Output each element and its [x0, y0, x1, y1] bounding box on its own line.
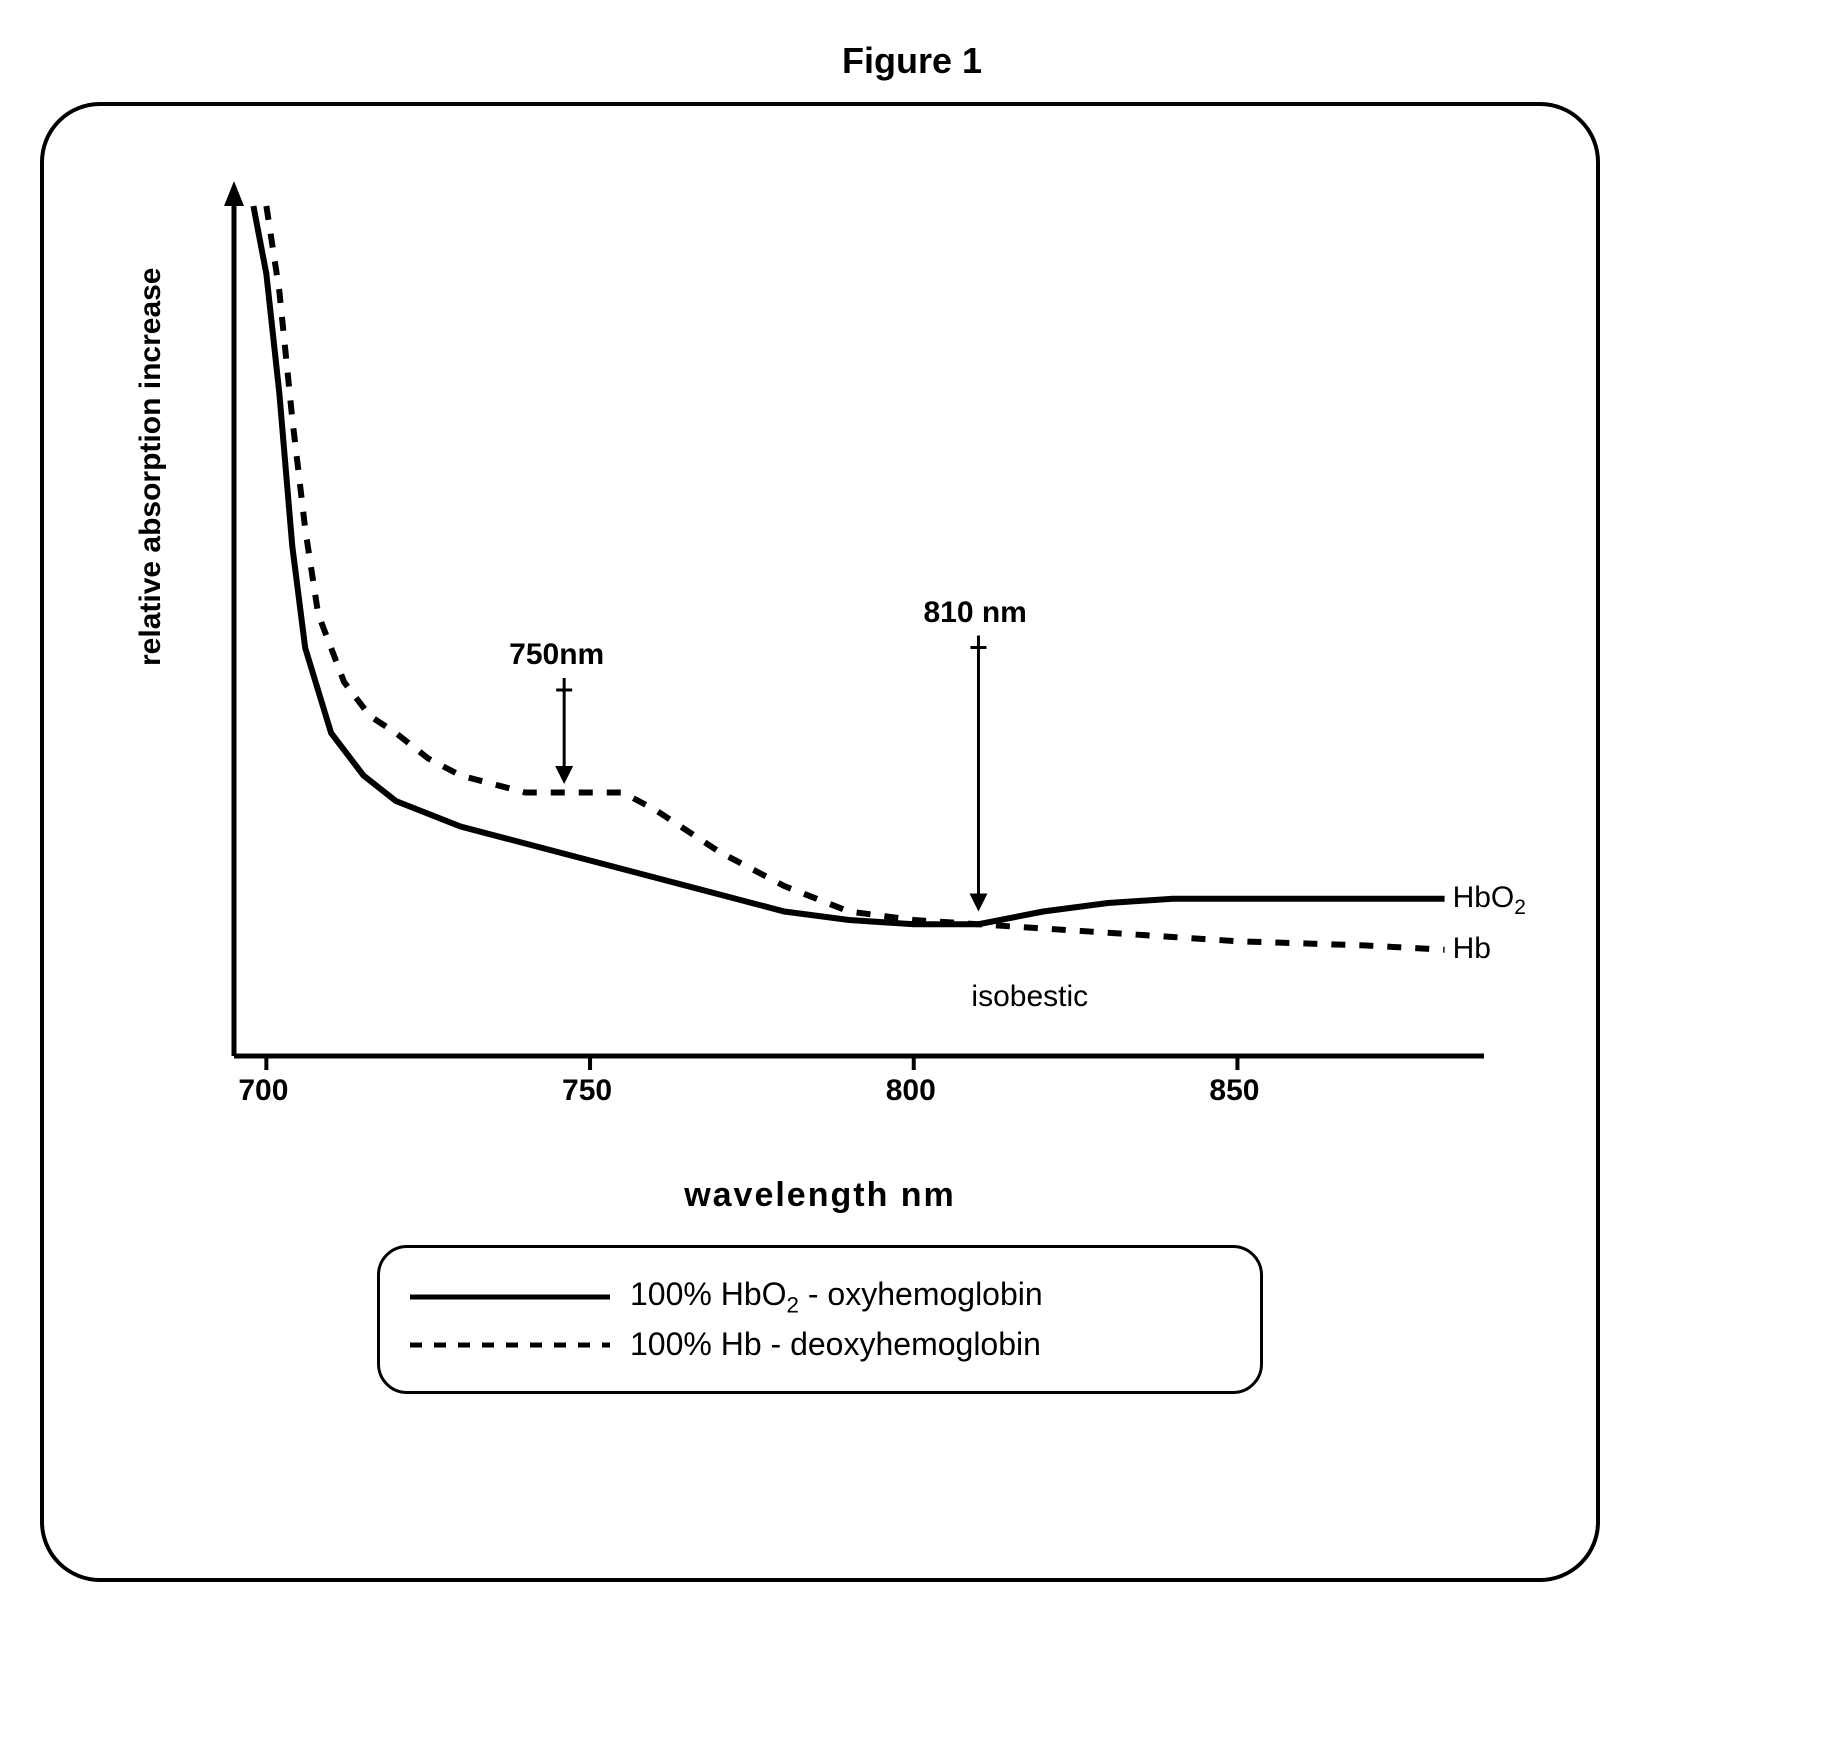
x-tick-label: 850	[1209, 1074, 1259, 1108]
series-label-Hb: Hb	[1453, 932, 1491, 966]
series-HbO2	[253, 206, 1444, 924]
annotation-label: 810 nm	[923, 596, 1026, 630]
series-label-HbO2: HbO2	[1453, 881, 1526, 920]
x-axis-label: wavelength nm	[84, 1176, 1556, 1215]
figure-frame: relative absorption increase 700 750 800 85…	[40, 102, 1600, 1582]
legend-item: 100% Hb - deoxyhemoglobin	[410, 1326, 1230, 1363]
x-tick-label: 750	[562, 1074, 612, 1108]
figure-title: Figure 1	[40, 40, 1784, 82]
legend-label: 100% HbO2 - oxyhemoglobin	[630, 1276, 1043, 1318]
x-tick-label: 800	[886, 1074, 936, 1108]
legend-swatch	[410, 1282, 610, 1312]
series-Hb	[266, 206, 1444, 950]
legend: 100% HbO2 - oxyhemoglobin 100% Hb - deoxy…	[377, 1245, 1263, 1394]
chart-area: relative absorption increase 70075080085…	[144, 166, 1544, 1166]
annotation-label: 750nm	[509, 638, 604, 672]
x-tick-label: 700	[238, 1074, 288, 1108]
legend-swatch	[410, 1330, 610, 1360]
y-axis-label: relative absorption increase	[134, 268, 168, 667]
isobestic-label: isobestic	[971, 980, 1088, 1014]
chart-svg	[144, 166, 1544, 1166]
legend-label: 100% Hb - deoxyhemoglobin	[630, 1326, 1041, 1363]
legend-item: 100% HbO2 - oxyhemoglobin	[410, 1276, 1230, 1318]
